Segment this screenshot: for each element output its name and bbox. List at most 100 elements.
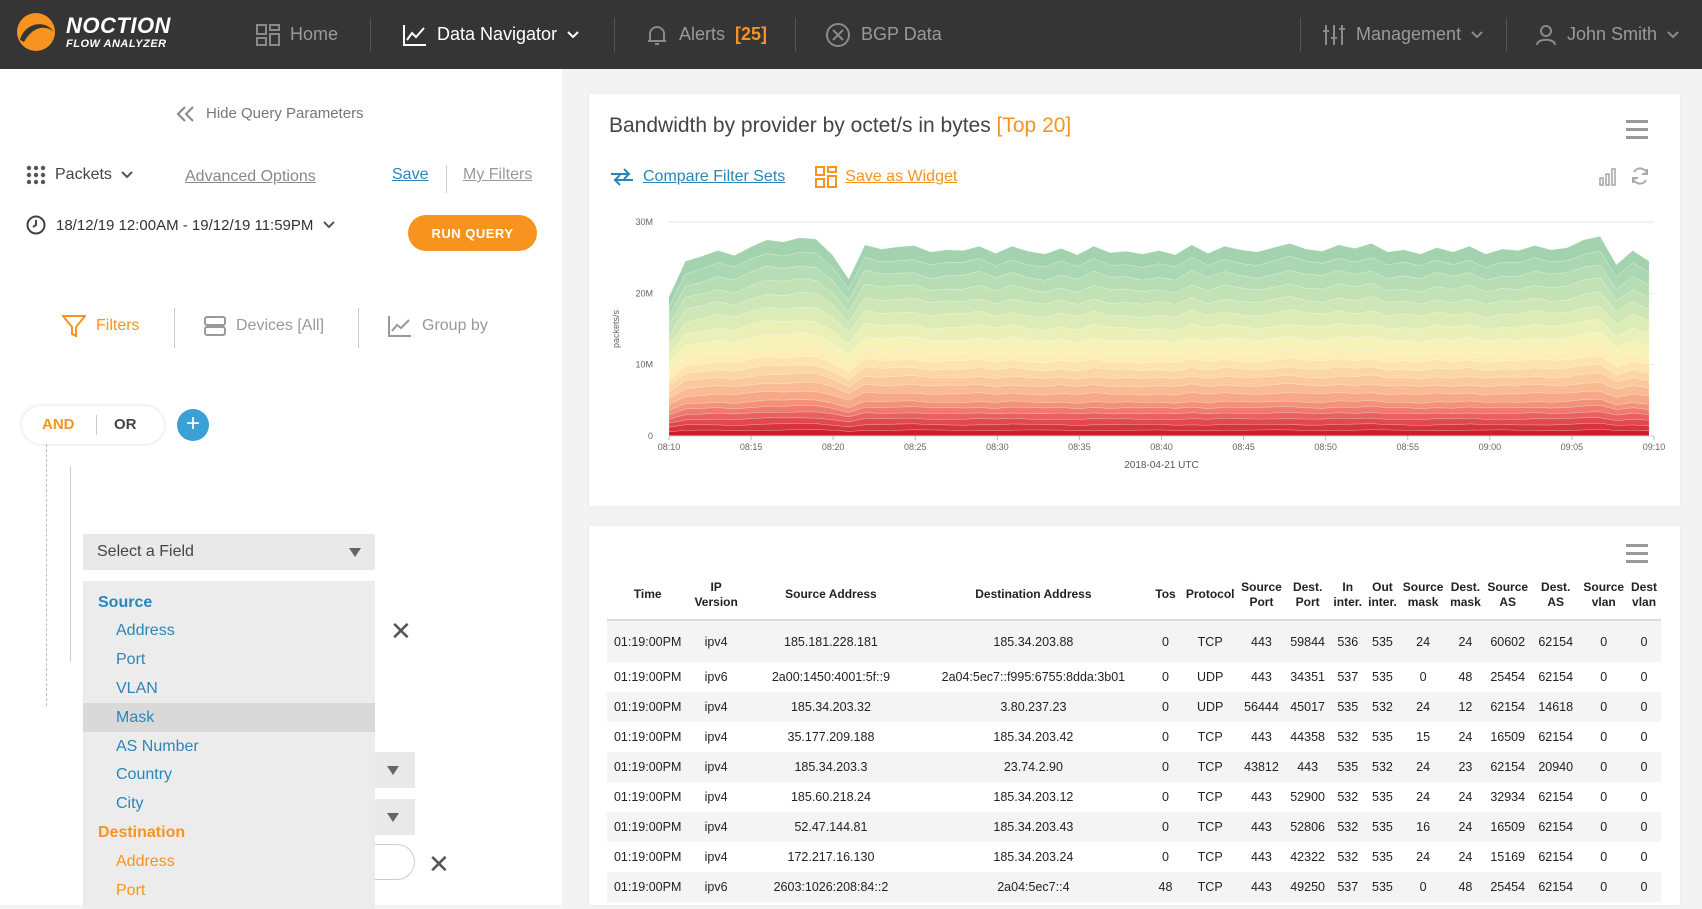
hide-query-label: Hide Query Parameters	[206, 105, 364, 122]
table-cell: 185.34.203.32	[790, 700, 871, 714]
bar-chart-icon[interactable]	[1598, 166, 1618, 186]
or-option[interactable]: OR	[114, 416, 137, 433]
column-header[interactable]: Source AS	[1487, 579, 1529, 609]
table-cell: 443	[1251, 730, 1272, 744]
hidden-select[interactable]	[375, 799, 415, 835]
dropdown-option[interactable]: City	[116, 795, 144, 813]
hidden-input[interactable]	[375, 844, 415, 880]
chart-title: Bandwidth by provider by octet/s in byte…	[609, 114, 1071, 138]
date-range-picker[interactable]: 18/12/19 12:00AM - 19/12/19 11:59PM	[26, 215, 336, 235]
table-cell: 0	[1640, 880, 1648, 894]
tab-devices[interactable]: Devices [All]	[204, 308, 324, 344]
column-header[interactable]: Dest. AS	[1541, 579, 1571, 609]
dropdown-option[interactable]: Country	[116, 766, 173, 784]
table-cell: 45017	[1290, 700, 1325, 714]
dropdown-option[interactable]: Port	[116, 881, 146, 899]
refresh-icon[interactable]	[1630, 166, 1650, 186]
and-option[interactable]: AND	[42, 416, 75, 433]
save-link[interactable]: Save	[392, 166, 429, 183]
column-header[interactable]: Protocol	[1185, 587, 1235, 601]
nav-alerts[interactable]: Alerts [25]	[645, 0, 767, 69]
table-cell: ipv4	[704, 850, 728, 864]
column-header[interactable]: Source Address	[785, 587, 877, 601]
top-badge: [Top 20]	[996, 114, 1072, 137]
table-cell: 25454	[1490, 670, 1526, 684]
compare-filter-sets-link[interactable]: Compare Filter Sets	[609, 166, 785, 188]
table-cell: 35.177.209.188	[787, 730, 875, 744]
nav-data-navigator[interactable]: Data Navigator	[403, 0, 579, 69]
column-header[interactable]: Dest. Port	[1292, 579, 1323, 609]
table-cell: 20940	[1538, 760, 1574, 774]
packets-selector[interactable]: Packets	[26, 165, 133, 185]
tab-filters[interactable]: Filters	[62, 308, 140, 344]
column-header[interactable]: Source vlan	[1583, 579, 1625, 609]
run-query-button[interactable]: RUN QUERY	[408, 215, 537, 251]
column-header[interactable]: Destination Address	[975, 587, 1092, 601]
flow-records-table: Time IP Version Source Address Destination …	[607, 570, 1661, 902]
hamburger-menu-icon[interactable]	[1626, 544, 1648, 563]
x-tick-label: 08:55	[1396, 442, 1419, 452]
table-cell: UDP	[1196, 670, 1224, 684]
close-icon[interactable]: ✕	[428, 849, 450, 879]
table-cell: 185.60.218.24	[790, 790, 871, 804]
column-header[interactable]: Dest. mask	[1450, 579, 1481, 609]
table-cell: 185.34.203.88	[993, 634, 1074, 649]
user-menu[interactable]: John Smith	[1535, 0, 1679, 69]
table-row[interactable]: 01:19:00PM ipv4 185.34.203.3 23.74.2.90 0 TCP…	[607, 752, 1661, 782]
table-row[interactable]: 01:19:00PM ipv4 185.181.228.181 185.34.203.…	[607, 620, 1661, 662]
hamburger-menu-icon[interactable]	[1626, 120, 1648, 139]
my-filters-link[interactable]: My Filters	[463, 166, 533, 183]
dropdown-option[interactable]: Mask	[83, 703, 375, 733]
advanced-options-link[interactable]: Advanced Options	[185, 168, 316, 185]
chevron-down-icon	[567, 30, 579, 38]
hidden-select[interactable]	[375, 752, 415, 788]
table-cell: 23	[1458, 760, 1473, 774]
chevron-down-icon	[1471, 30, 1483, 38]
table-cell: 185.34.203.12	[993, 790, 1074, 804]
table-row[interactable]: 01:19:00PM ipv4 35.177.209.188 185.34.203.4…	[607, 722, 1661, 752]
table-cell: ipv4	[704, 790, 728, 804]
table-cell: 43812	[1244, 760, 1279, 774]
logo[interactable]: NOCTION FLOW ANALYZER	[14, 10, 171, 54]
table-cell: 536	[1337, 634, 1359, 649]
column-header[interactable]: Out inter.	[1368, 579, 1397, 609]
tab-group-by[interactable]: Group by	[388, 308, 488, 344]
hide-query-parameters-button[interactable]: Hide Query Parameters	[176, 105, 364, 122]
column-header[interactable]: IP Version	[694, 579, 738, 609]
dropdown-option[interactable]: Port	[116, 651, 146, 669]
column-header[interactable]: Time	[633, 587, 662, 601]
nav-home[interactable]: Home	[256, 0, 338, 69]
nav-management[interactable]: Management	[1322, 0, 1483, 69]
dropdown-option[interactable]: VLAN	[116, 679, 158, 697]
column-header[interactable]: Source mask	[1402, 579, 1444, 609]
table-cell: 2a04:5ec7::f995:6755:8dda:3b01	[941, 670, 1126, 684]
dropdown-option[interactable]: Address	[116, 622, 175, 640]
table-row[interactable]: 01:19:00PM ipv4 185.60.218.24 185.34.203.12…	[607, 782, 1661, 812]
column-header[interactable]: Dest vlan	[1631, 579, 1658, 609]
table-cell: 2a04:5ec7::4	[997, 880, 1070, 894]
table-row[interactable]: 01:19:00PM ipv6 2603:1026:208:84::2 2a04:5e…	[607, 872, 1661, 902]
add-condition-button[interactable]: +	[177, 409, 209, 441]
close-icon[interactable]: ✕	[390, 616, 412, 646]
save-as-widget-link[interactable]: Save as Widget	[815, 166, 957, 188]
table-cell: 0	[1640, 760, 1648, 774]
chart-panel: Bandwidth by provider by octet/s in byte…	[589, 94, 1680, 506]
table-cell: 3.80.237.23	[1000, 700, 1067, 714]
table-row[interactable]: 01:19:00PM ipv6 2a00:1450:4001:5f::9 2a04:5…	[607, 662, 1661, 692]
column-header[interactable]: In inter.	[1333, 579, 1363, 609]
table-row[interactable]: 01:19:00PM ipv4 185.34.203.32 3.80.237.23 0 U…	[607, 692, 1661, 722]
column-header[interactable]: Source Port	[1241, 579, 1282, 609]
table-cell: 62154	[1538, 634, 1574, 649]
table-cell: TCP	[1197, 850, 1223, 864]
and-or-toggle[interactable]: AND OR	[22, 406, 164, 444]
table-cell: 0	[1162, 670, 1169, 684]
column-header[interactable]: Tos	[1155, 587, 1176, 601]
table-row[interactable]: 01:19:00PM ipv4 172.217.16.130 185.34.203.2…	[607, 842, 1661, 872]
x-tick-label: 09:05	[1561, 442, 1584, 452]
dropdown-option[interactable]: Address	[116, 852, 175, 870]
nav-bgp-data[interactable]: BGP Data	[825, 0, 942, 69]
dropdown-option[interactable]: AS Number	[116, 737, 199, 755]
table-cell: 42322	[1290, 850, 1325, 864]
field-select[interactable]: Select a Field	[83, 534, 375, 570]
table-row[interactable]: 01:19:00PM ipv4 52.47.144.81 185.34.203.43 0…	[607, 812, 1661, 842]
